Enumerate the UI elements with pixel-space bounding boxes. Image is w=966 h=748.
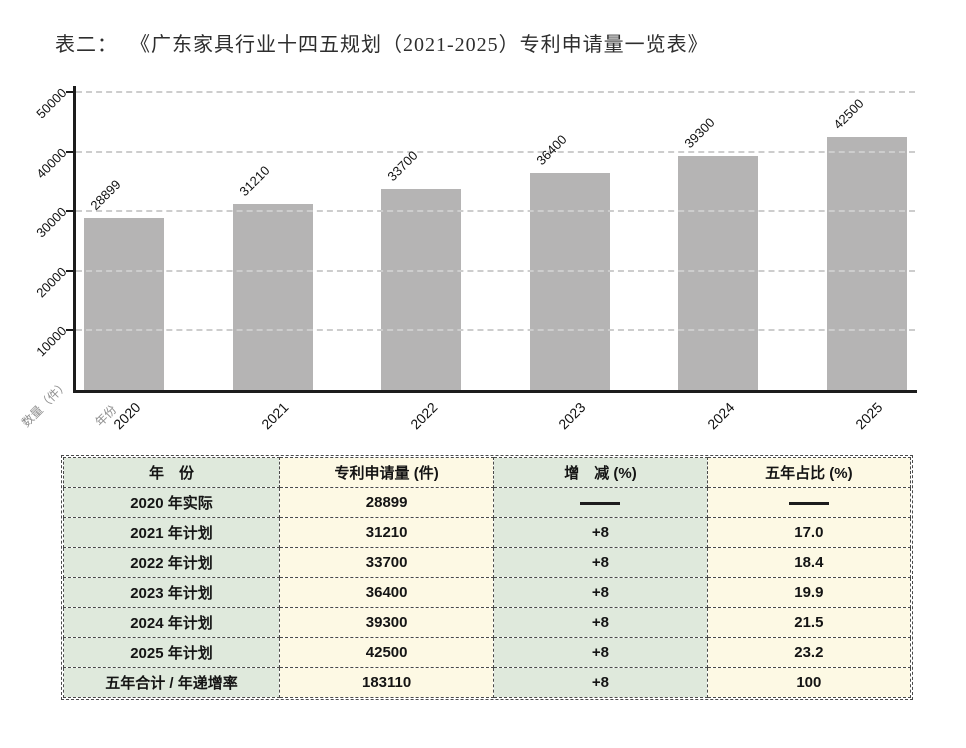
table-cell: 2021 年计划: [63, 517, 280, 548]
table-cell: +8: [493, 517, 708, 548]
table-row: 2022 年计划 33700 +8 18.4: [63, 547, 912, 578]
table-cell: 五年合计 / 年递增率: [63, 667, 280, 698]
table-cell: 17.0: [706, 517, 912, 548]
em-dash: [580, 501, 621, 505]
table-row: 2024 年计划 39300 +8 21.5: [63, 607, 912, 638]
table-header-cell: 增 减 (%): [493, 457, 708, 488]
gridline: [76, 210, 915, 213]
table-row: 五年合计 / 年递增率 183110 +8 100: [63, 667, 912, 698]
x-tick-label: 2022: [406, 399, 441, 433]
table-header-cell: 专利申请量 (件): [278, 457, 495, 488]
data-table-wrap: 年 份专利申请量 (件) 增 减 (%) 五年占比 (%) 2020 年实际 2889…: [61, 455, 913, 700]
table-cell: +8: [493, 637, 708, 668]
table-row: 2023 年计划 36400 +8 19.9: [63, 577, 912, 608]
chart-plot: 28899 31210 33700 36400 39300 42500: [76, 91, 915, 390]
y-tick-label: 50000: [33, 85, 70, 122]
y-tick-label: 20000: [33, 263, 70, 301]
table-cell: [493, 487, 708, 518]
x-tick-label: 2020: [109, 399, 144, 433]
bar: [529, 173, 610, 390]
table-cell: 21.5: [706, 607, 912, 638]
table-cell: 33700: [278, 547, 495, 578]
table-cell: 2024 年计划: [63, 607, 280, 638]
table-cell: +8: [493, 667, 708, 698]
x-tick-label: 2025: [852, 399, 886, 433]
table-cell: 28899: [278, 487, 495, 518]
table-cell: 23.2: [706, 637, 912, 668]
data-table: 年 份专利申请量 (件) 增 减 (%) 五年占比 (%) 2020 年实际 2889…: [63, 457, 912, 698]
table-header-cell: 五年占比 (%): [706, 457, 912, 488]
table-head: 年 份专利申请量 (件) 增 减 (%) 五年占比 (%): [63, 457, 912, 488]
page-title: 表二： 《广东家具行业十四五规划（2021-2025）专利申请量一览表》: [55, 28, 709, 57]
table-row: 2025 年计划 42500 +8 23.2: [63, 637, 912, 668]
bar: [84, 217, 164, 390]
y-axis-tick: [66, 329, 74, 332]
em-dash: [788, 501, 829, 505]
y-axis-tick: [66, 210, 74, 213]
bar: [232, 204, 313, 390]
table-header-cell: 年 份: [63, 457, 280, 488]
gridline: [76, 329, 915, 332]
bar: [826, 136, 907, 390]
y-axis-tick: [66, 150, 74, 153]
y-axis-title: 数量（件）: [18, 377, 72, 430]
table-cell: [706, 487, 912, 518]
y-tick-label: 10000: [33, 323, 70, 360]
table-cell: 18.4: [706, 547, 912, 578]
y-axis-tick: [66, 91, 74, 93]
table-row: 2020 年实际 28899: [63, 487, 912, 518]
x-tick-label: 2021: [258, 399, 292, 433]
table-cell: +8: [493, 577, 708, 608]
table-cell: +8: [493, 607, 708, 638]
x-tick-label: 2023: [555, 399, 589, 433]
table-header-row: 年 份专利申请量 (件) 增 减 (%) 五年占比 (%): [63, 457, 912, 488]
table-cell: 39300: [278, 607, 495, 638]
gridline: [76, 269, 915, 272]
y-axis-tick: [66, 269, 74, 272]
table-cell: 2022 年计划: [63, 547, 280, 578]
table-cell: 2023 年计划: [63, 577, 280, 608]
title-prefix: 表二：: [55, 34, 118, 56]
table-cell: 2025 年计划: [63, 637, 280, 668]
y-tick-label: 30000: [33, 204, 70, 241]
bar: [381, 189, 461, 390]
table-body: 2020 年实际 28899 2021 年计划 31210 +8 17.0 2022 年计划…: [63, 487, 912, 698]
table-cell: 183110: [278, 667, 495, 698]
y-axis-line: [73, 86, 76, 393]
table-cell: 31210: [278, 517, 495, 548]
bar: [678, 155, 758, 390]
table-row: 2021 年计划 31210 +8 17.0: [63, 517, 912, 548]
table-cell: 100: [706, 667, 912, 698]
y-tick-label: 40000: [33, 144, 70, 181]
bar-value-label: 31210: [235, 162, 273, 199]
gridline: [76, 91, 915, 93]
bar-value-label: 33700: [384, 147, 421, 185]
bar-value-label: 39300: [681, 114, 718, 151]
title-text: 《广东家具行业十四五规划（2021-2025）专利申请量一览表》: [140, 34, 709, 56]
x-tick-label: 2024: [703, 399, 738, 433]
gridline: [76, 150, 915, 153]
table-cell: +8: [493, 547, 708, 578]
table-cell: 42500: [278, 637, 495, 668]
bar-value-label: 42500: [829, 95, 867, 132]
table-cell: 36400: [278, 577, 495, 608]
table-cell: 19.9: [706, 577, 912, 608]
bar-value-label: 28899: [87, 176, 124, 213]
x-axis-line: [73, 390, 917, 393]
table-cell: 2020 年实际: [63, 487, 280, 518]
